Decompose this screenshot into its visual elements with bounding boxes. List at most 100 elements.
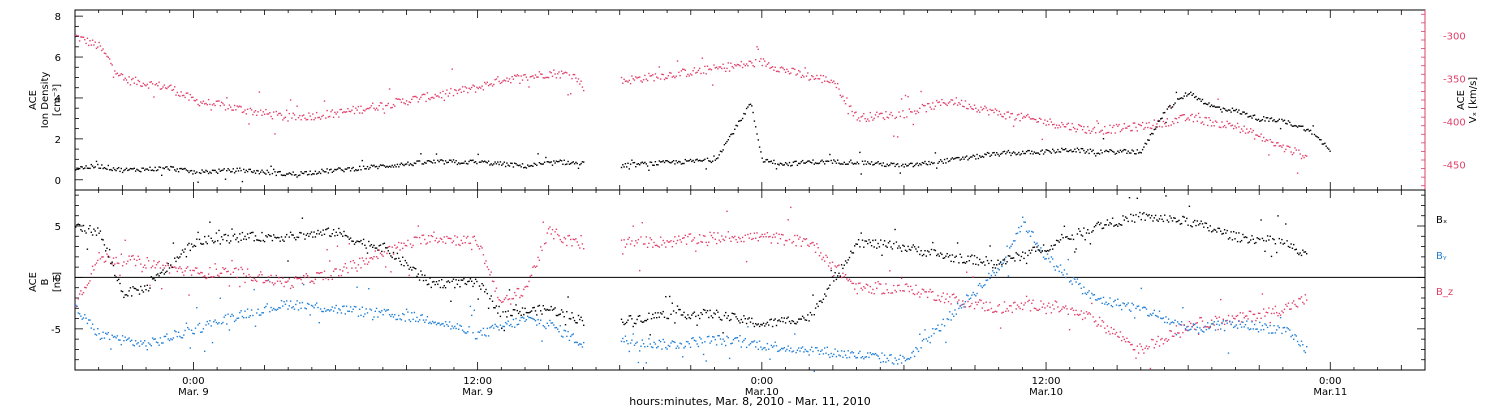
- vx-series-point: [1020, 112, 1023, 115]
- ion-density-series-point: [857, 163, 860, 165]
- bz-series-point: [283, 285, 285, 288]
- bx-series-point: [1092, 230, 1094, 232]
- ion-density-series-point: [744, 113, 746, 115]
- vx-series-point: [820, 74, 822, 77]
- vx-series-point: [167, 86, 169, 88]
- bx-series-point: [975, 263, 977, 265]
- by-series-point: [570, 335, 572, 338]
- ion-density-series-point: [1307, 128, 1309, 131]
- ion-density-series-point: [90, 163, 92, 166]
- bz-series-point: [128, 255, 130, 257]
- ion-density-series-point: [361, 159, 363, 162]
- bx-series-point: [1285, 223, 1287, 225]
- ion-density-series-point: [962, 156, 964, 158]
- by-series-point: [193, 333, 195, 335]
- bz-series-point: [374, 250, 376, 252]
- bx-series-point: [661, 313, 663, 315]
- ion-density-series-point: [190, 169, 193, 172]
- bx-series-point: [559, 313, 561, 315]
- by-series-point: [788, 350, 791, 352]
- bx-series-point: [1208, 230, 1210, 232]
- by-series-point: [217, 323, 219, 325]
- vx-series-point: [786, 68, 788, 70]
- ion-density-series-point: [292, 171, 294, 173]
- vx-series-point: [938, 101, 940, 103]
- vx-series-point: [244, 109, 246, 111]
- vx-series: [75, 34, 1308, 174]
- by-series-point: [1141, 307, 1144, 309]
- by-series-point: [1033, 241, 1036, 243]
- bz-series-point: [636, 242, 638, 244]
- ion-density-series-point: [577, 167, 580, 169]
- bx-series-point: [364, 244, 366, 246]
- ion-density-series-point: [1316, 136, 1318, 138]
- bx-series-point: [807, 314, 809, 316]
- bx-series-point: [1192, 221, 1195, 223]
- vx-series-point: [985, 107, 987, 109]
- vx-series-point: [1087, 126, 1089, 128]
- by-series-point: [129, 340, 132, 342]
- ion-density-series-point: [249, 168, 251, 171]
- ion-density-series-point: [804, 162, 806, 164]
- by-series-point: [636, 341, 638, 343]
- vx-series-point: [154, 84, 156, 86]
- bx-series-point: [1036, 246, 1038, 248]
- by-series-point: [652, 346, 654, 349]
- bz-series-point: [523, 288, 525, 291]
- bz-series-point: [783, 244, 785, 246]
- vx-series-point: [220, 101, 223, 103]
- bx-series-point: [688, 316, 690, 319]
- bx-series-point: [460, 279, 462, 281]
- vx-series-point: [1127, 125, 1129, 127]
- bz-series-point: [400, 242, 403, 244]
- vx-series-point: [863, 113, 865, 115]
- bx-series-point: [632, 325, 634, 328]
- bx-series-point: [796, 321, 799, 323]
- bz-series-point: [632, 225, 634, 227]
- by-series-point: [950, 319, 952, 321]
- by-series-point: [198, 322, 201, 325]
- bz-series-point: [916, 293, 918, 295]
- by-series-point: [283, 301, 285, 303]
- by-series-point: [484, 334, 486, 336]
- bx-series-point: [704, 309, 706, 311]
- bx-series-point: [78, 224, 81, 226]
- bz-series-point: [390, 271, 392, 273]
- ion-density-series-point: [520, 166, 522, 168]
- ion-density-series-point: [269, 173, 271, 176]
- vx-series-point: [78, 40, 81, 42]
- bz-series-point: [572, 238, 574, 240]
- bz-series-point: [800, 245, 802, 247]
- vx-series-point: [1248, 130, 1251, 133]
- bx-series-point: [641, 321, 643, 323]
- by-series-point: [801, 346, 804, 348]
- vx-series-point: [998, 110, 1000, 113]
- vx-series-point: [891, 114, 894, 117]
- ion-density-series-point: [1024, 152, 1026, 155]
- by-series-point: [714, 338, 716, 341]
- ion-density-series-point: [537, 153, 539, 155]
- ion-density-series-point: [1183, 95, 1185, 97]
- vx-series-point: [85, 42, 87, 45]
- by-series-point: [118, 339, 120, 341]
- bx-series-point: [1137, 215, 1140, 218]
- vx-series-point: [669, 71, 671, 74]
- vx-series-point: [321, 115, 323, 118]
- ion-density-series-point: [1201, 98, 1204, 101]
- vx-series-point: [193, 99, 195, 102]
- by-series-point: [357, 315, 360, 317]
- bx-series-point: [715, 309, 718, 311]
- bz-series-point: [443, 236, 445, 238]
- ion-density-series-point: [163, 167, 165, 170]
- bz-series-point: [377, 257, 379, 260]
- bx-series-point: [855, 243, 857, 245]
- by-series-point: [222, 321, 224, 324]
- bz-series-point: [305, 273, 307, 275]
- bz-series-point: [554, 231, 556, 233]
- ion-density-series-point: [153, 170, 155, 172]
- vx-series-point: [450, 87, 452, 90]
- bz-series-point: [1123, 338, 1125, 341]
- by-series-point: [179, 335, 181, 338]
- ion-density-series-point: [1214, 106, 1217, 108]
- bz-series-point: [559, 238, 561, 241]
